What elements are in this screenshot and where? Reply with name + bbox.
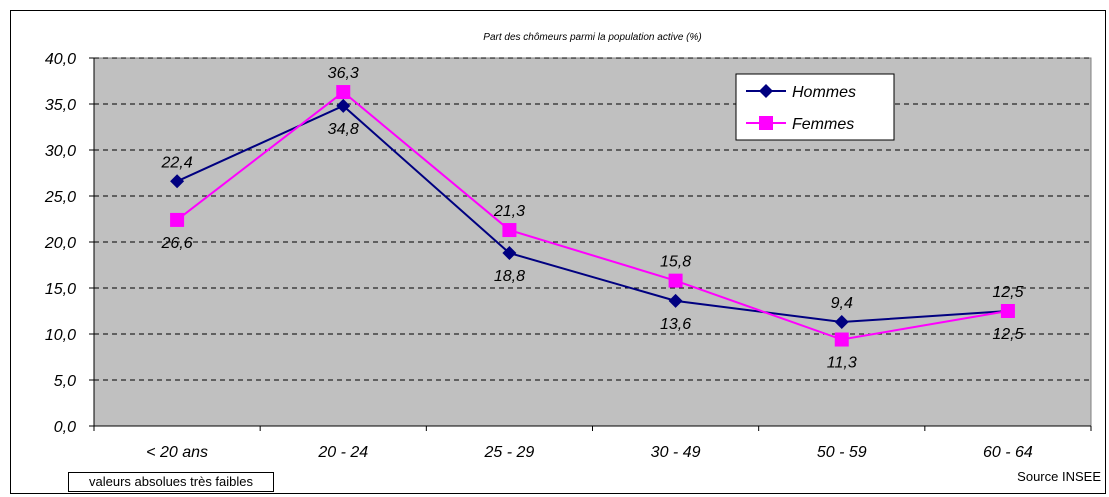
legend-label-femmes: Femmes bbox=[792, 116, 854, 133]
data-label: 11,3 bbox=[827, 355, 857, 372]
y-tick-label: 0,0 bbox=[54, 419, 76, 436]
data-label: 22,4 bbox=[161, 154, 193, 171]
point-femmes bbox=[502, 223, 517, 238]
legend-marker-hommes bbox=[759, 84, 773, 98]
data-label: 26,6 bbox=[161, 235, 193, 252]
data-label: 9,4 bbox=[831, 295, 853, 312]
y-tick-label: 20,0 bbox=[44, 235, 76, 252]
y-tick-label: 25,0 bbox=[44, 189, 76, 206]
point-hommes bbox=[834, 315, 849, 330]
point-femmes bbox=[170, 212, 185, 227]
data-label: 12,5 bbox=[992, 284, 1023, 301]
point-hommes bbox=[170, 174, 185, 189]
legend-marker-femmes bbox=[759, 116, 773, 130]
x-tick-label: < 20 ans bbox=[146, 444, 208, 461]
point-femmes bbox=[668, 273, 683, 288]
y-tick-label: 10,0 bbox=[45, 327, 76, 344]
point-femmes bbox=[336, 85, 351, 100]
y-tick-label: 40,0 bbox=[45, 51, 76, 68]
data-label: 21,3 bbox=[493, 203, 525, 220]
x-tick-label: 20 - 24 bbox=[317, 444, 368, 461]
y-tick-label: 15,0 bbox=[45, 281, 76, 298]
point-hommes bbox=[336, 98, 351, 113]
series-line-hommes bbox=[176, 104, 1008, 324]
point-femmes bbox=[1000, 304, 1015, 318]
data-label: 12,5 bbox=[992, 326, 1023, 343]
y-tick-label: 35,0 bbox=[45, 97, 76, 114]
x-tick-label: 25 - 29 bbox=[484, 444, 535, 461]
data-label: 15,8 bbox=[660, 254, 691, 271]
data-label: 36,3 bbox=[328, 65, 359, 82]
y-tick-label: 30,0 bbox=[45, 143, 76, 160]
point-hommes bbox=[668, 293, 683, 308]
x-tick-label: 30 - 49 bbox=[651, 444, 701, 461]
x-tick-label: 60 - 64 bbox=[983, 444, 1033, 461]
data-label: 13,6 bbox=[660, 316, 691, 333]
x-tick-label: 50 - 59 bbox=[817, 444, 867, 461]
data-label: 34,8 bbox=[328, 121, 359, 138]
y-tick-label: 5,0 bbox=[54, 373, 76, 390]
data-label: 18,8 bbox=[494, 268, 525, 285]
note-box: valeurs absolues très faibles bbox=[68, 472, 274, 492]
source-label: Source INSEE bbox=[1017, 469, 1101, 484]
legend-label-hommes: Hommes bbox=[792, 84, 856, 101]
chart-title: Part des chômeurs parmi la population ac… bbox=[483, 32, 701, 43]
point-femmes bbox=[834, 332, 849, 347]
series-line-femmes bbox=[176, 90, 1009, 341]
point-hommes bbox=[502, 246, 517, 261]
